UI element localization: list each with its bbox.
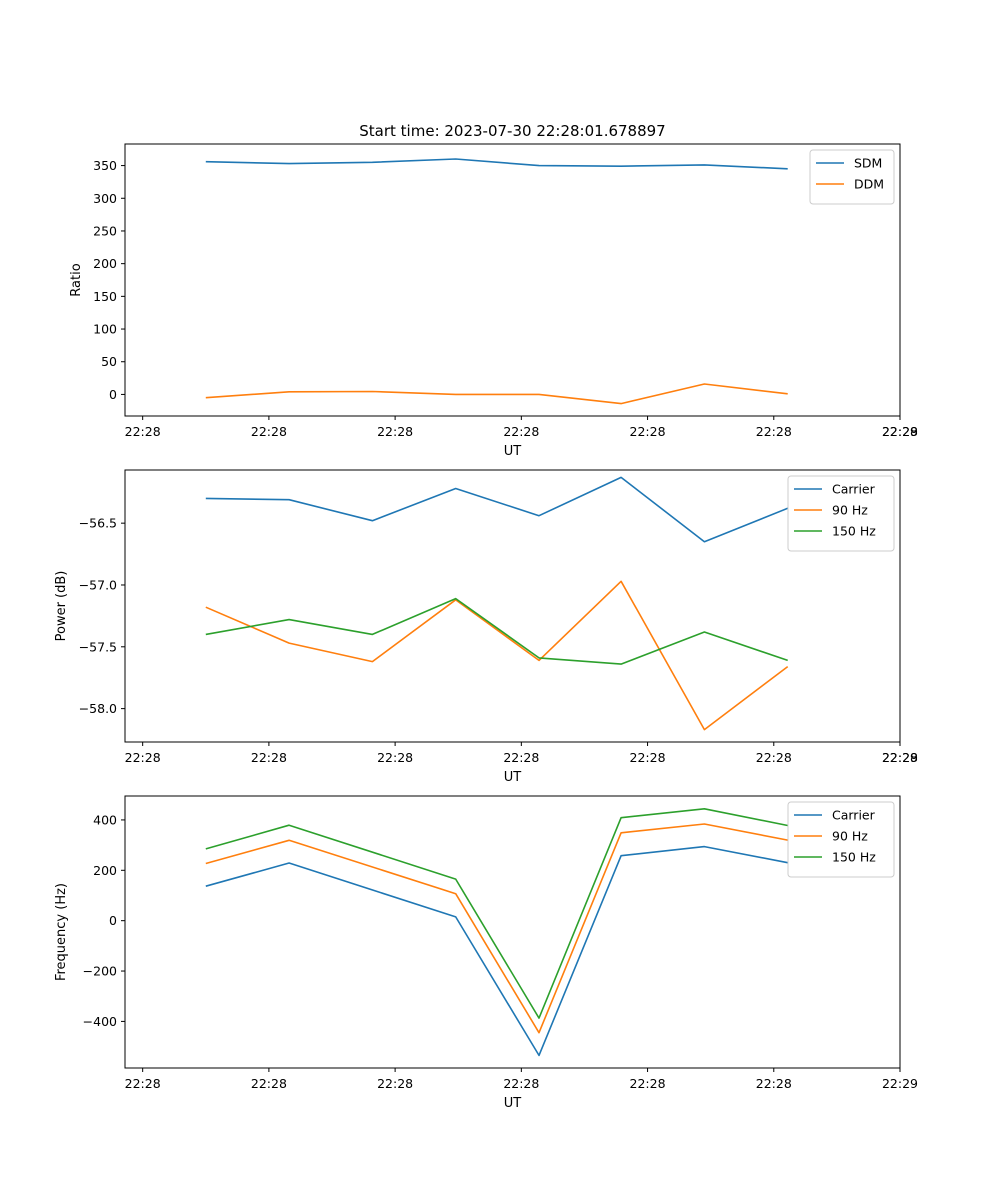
series-line-90-hz [205, 580, 789, 731]
legend: Carrier 90 Hz 150 Hz [787, 475, 895, 552]
chart-title: Start time: 2023-07-30 22:28:01.678897 [359, 122, 665, 140]
legend: SDM DDM [809, 149, 895, 205]
legend-label: Carrier [832, 482, 876, 497]
plot-frame [124, 795, 901, 1069]
series-line-carrier [205, 845, 788, 1057]
y-tick-label: 300 [93, 191, 117, 206]
x-tick-label: 22:28 [377, 750, 413, 765]
x-axis-label: UT [504, 770, 522, 785]
x-tick-label: 22:28 [503, 424, 539, 439]
legend-label: 90 Hz [832, 829, 868, 844]
y-axis-label: Ratio [69, 263, 84, 296]
x-tick-label: 22:28 [630, 750, 666, 765]
y-axis-label: Power (dB) [54, 571, 69, 642]
y-tick-label: 200 [93, 863, 117, 878]
legend-label: 150 Hz [832, 524, 876, 539]
legend: Carrier 90 Hz 150 Hz [787, 801, 895, 878]
series-line-150-hz [205, 807, 788, 1019]
y-tick-label: −58.0 [79, 701, 117, 716]
legend-label: SDM [854, 156, 882, 171]
x-tick-label: 22:28 [882, 424, 918, 439]
y-tick-label: −200 [83, 964, 117, 979]
legend-box [787, 801, 895, 878]
plot-frame [124, 469, 901, 743]
y-tick-label: 200 [93, 256, 117, 271]
x-tick-label: 22:28 [630, 424, 666, 439]
x-tick-label: 22:28 [125, 1076, 161, 1091]
legend-label: 90 Hz [832, 503, 868, 518]
x-tick-label: 22:28 [756, 424, 792, 439]
x-tick-label: 22:28 [503, 1076, 539, 1091]
series-line-carrier [205, 476, 788, 543]
x-tick-label: 22:28 [125, 424, 161, 439]
panel-3: −400 −200 0 200 400 22:28 22:28 22:28 22:28 22:28… [54, 795, 918, 1111]
y-axis-label: Frequency (Hz) [54, 883, 69, 981]
x-tick-label: 22:28 [756, 750, 792, 765]
series-line-sdm [205, 158, 788, 170]
x-tick-label: 22:28 [251, 424, 287, 439]
series-line-ddm [205, 383, 788, 405]
x-axis-label: UT [504, 444, 522, 459]
x-tick-label: 22:28 [630, 1076, 666, 1091]
y-tick-label: 0 [109, 387, 117, 402]
y-tick-label: 0 [109, 913, 117, 928]
panel-2: −58.0 −57.5 −57.0 −56.5 22:28 22:28 22:28 22:28… [54, 469, 918, 785]
y-tick-label: −56.5 [79, 516, 117, 531]
x-tick-label: 22:28 [251, 1076, 287, 1091]
x-tick-label: 22:29 [882, 424, 918, 439]
x-tick-label: 22:29 [882, 1076, 918, 1091]
y-tick-label: −57.5 [79, 639, 117, 654]
x-tick-label: 22:28 [377, 1076, 413, 1091]
legend-box [787, 475, 895, 552]
y-tick-label: 350 [93, 158, 117, 173]
y-tick-label: 100 [93, 322, 117, 337]
y-tick-label: −400 [83, 1014, 117, 1029]
x-tick-label: 22:28 [882, 750, 918, 765]
legend-label: Carrier [832, 808, 876, 823]
y-tick-label: 250 [93, 223, 117, 238]
x-tick-label: 22:29 [882, 750, 918, 765]
y-tick-label: 50 [101, 354, 117, 369]
x-tick-label: 22:28 [251, 750, 287, 765]
x-axis-label: UT [504, 1096, 522, 1111]
legend-label: DDM [854, 177, 884, 192]
plot-frame [124, 143, 901, 417]
series-line-150-hz [205, 597, 788, 665]
x-tick-label: 22:28 [503, 750, 539, 765]
x-tick-label: 22:28 [756, 1076, 792, 1091]
y-tick-label: 150 [93, 289, 117, 304]
y-tick-label: 400 [93, 812, 117, 827]
x-tick-label: 22:28 [125, 750, 161, 765]
y-tick-label: −57.0 [79, 577, 117, 592]
legend-label: 150 Hz [832, 850, 876, 865]
x-tick-label: 22:28 [377, 424, 413, 439]
series-line-90-hz [205, 823, 788, 1034]
